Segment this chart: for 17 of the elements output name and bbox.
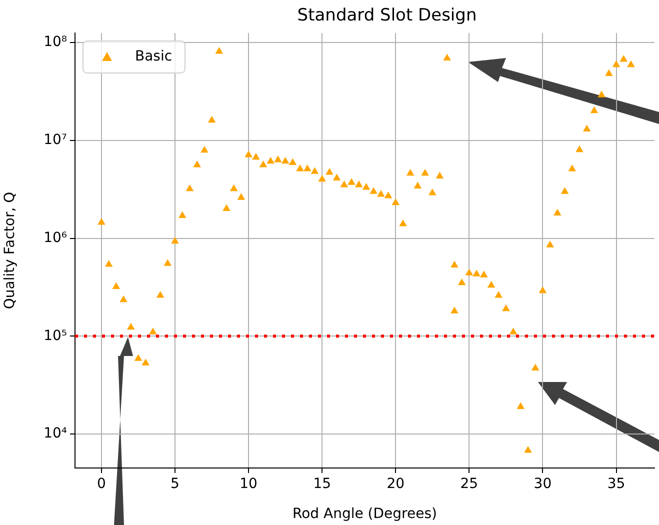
y-tick-label: 10⁴ — [44, 426, 68, 442]
x-tick-label: 15 — [313, 476, 332, 492]
chart-title: Standard Slot Design — [297, 5, 477, 26]
y-tick-label: 10⁷ — [44, 132, 67, 148]
x-tick-label: 30 — [534, 476, 552, 492]
x-tick-label: 25 — [460, 476, 478, 492]
y-tick-label: 10⁵ — [44, 328, 67, 344]
x-tick-label: 10 — [240, 476, 258, 492]
x-axis-title: Rod Angle (Degrees) — [292, 506, 437, 522]
y-axis-title: Quality Factor, Q — [2, 192, 18, 310]
x-tick-label: 0 — [97, 476, 106, 492]
legend-label: Basic — [135, 48, 172, 65]
x-tick-label: 20 — [386, 476, 405, 492]
x-tick-label: 35 — [607, 476, 626, 492]
y-tick-label: 10⁸ — [44, 34, 68, 50]
y-tick-label: 10⁶ — [44, 230, 68, 246]
x-tick-label: 5 — [170, 476, 180, 492]
